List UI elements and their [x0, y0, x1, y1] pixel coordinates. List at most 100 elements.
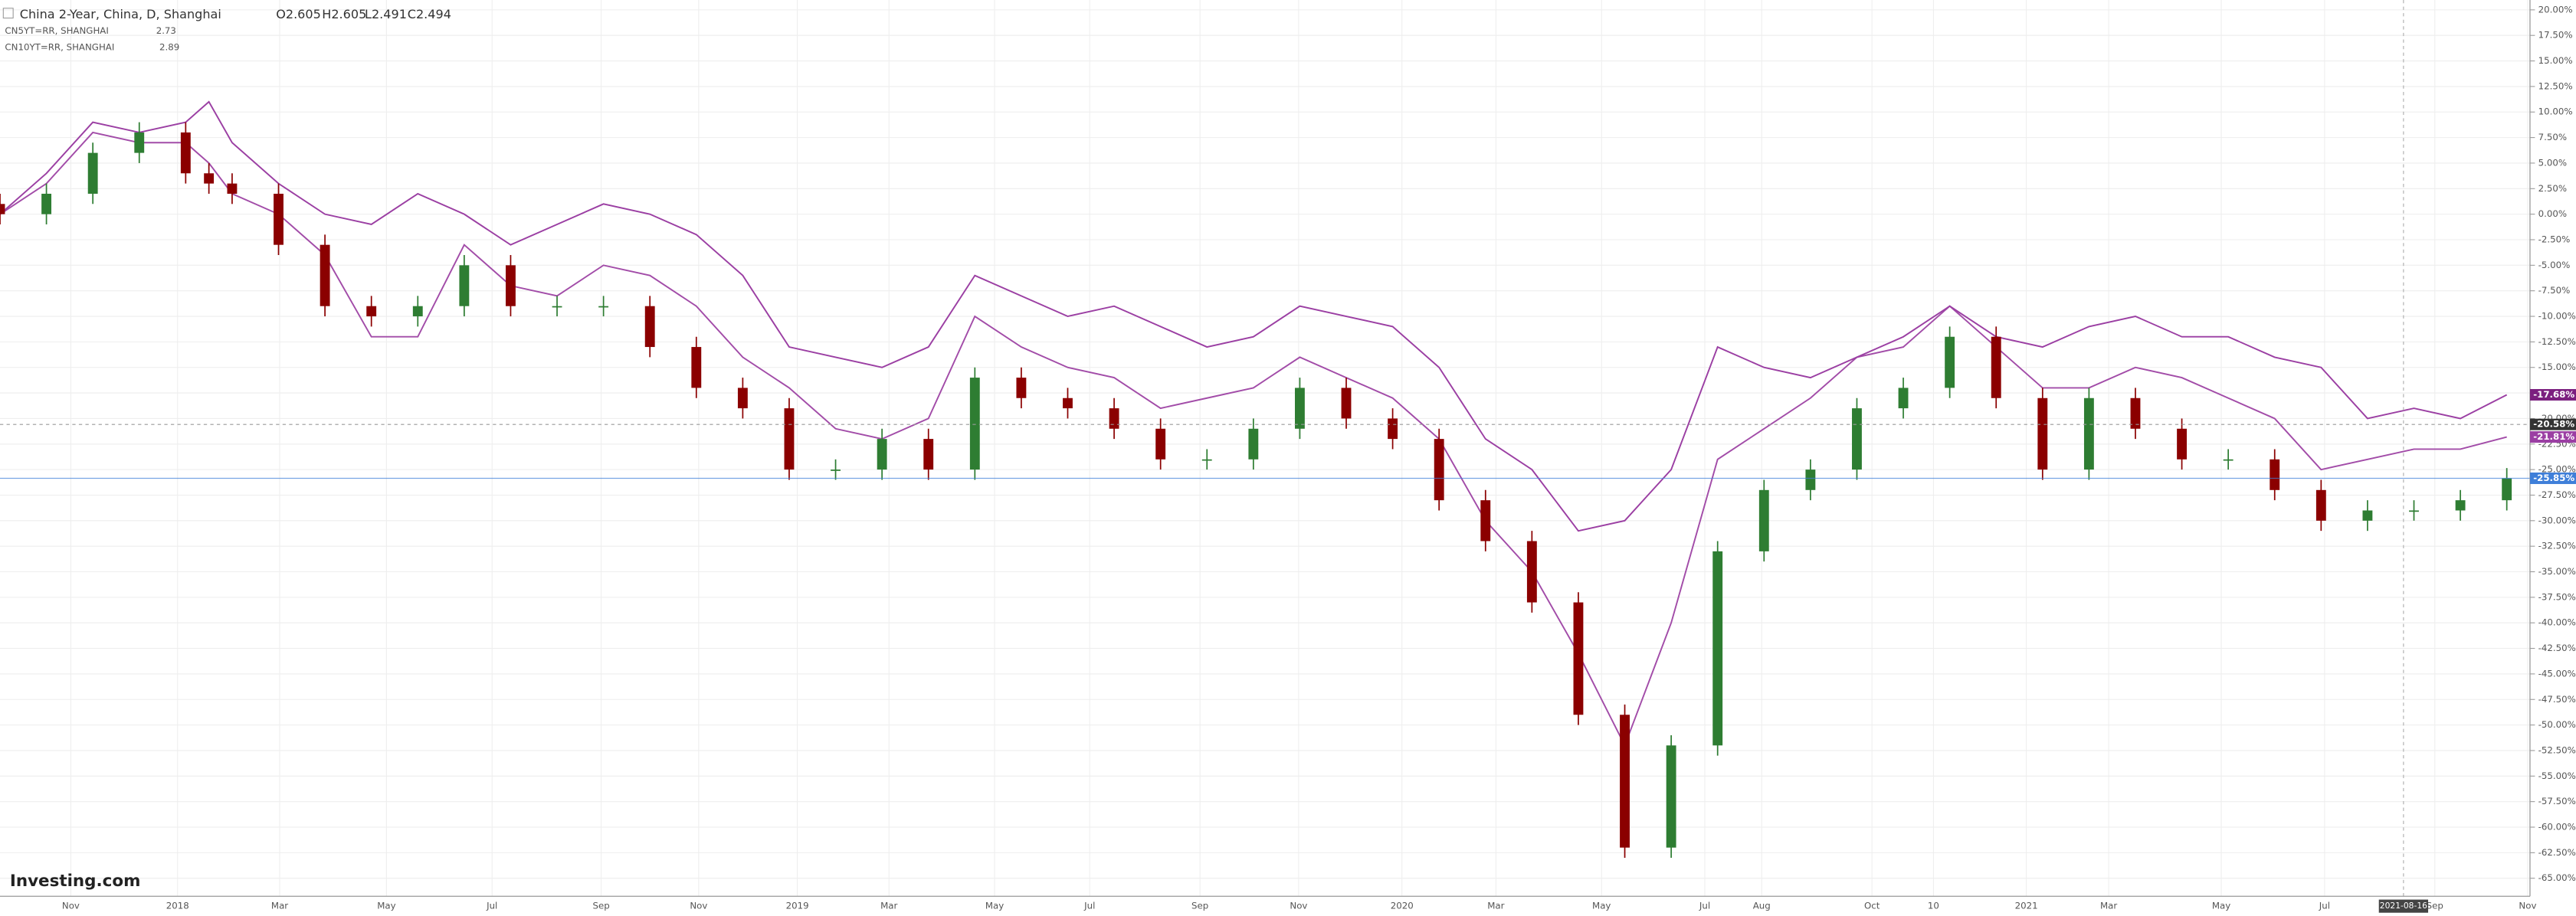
y-tick-label: 10.00% — [2538, 106, 2573, 117]
candle-body — [598, 306, 609, 308]
x-tick-label: Nov — [62, 901, 80, 911]
price-badge — [2529, 418, 2576, 430]
candle-body — [2083, 397, 2094, 470]
candle-body — [2223, 459, 2234, 461]
series-line — [0, 100, 2508, 532]
y-tick-label: -60.00% — [2538, 822, 2576, 833]
x-tick-label: 2020 — [1391, 901, 1414, 911]
y-tick-label: -50.00% — [2538, 719, 2576, 730]
y-tick-label: -47.50% — [2538, 694, 2576, 705]
x-tick-label: 2018 — [166, 901, 189, 911]
candle-body — [784, 408, 795, 470]
candle-body — [1573, 602, 1584, 715]
y-tick-label: 15.00% — [2538, 55, 2573, 66]
candle-body — [274, 193, 283, 245]
y-tick-label: -30.00% — [2538, 515, 2576, 525]
candle-body — [1898, 388, 1909, 409]
y-tick-label: -65.00% — [2538, 872, 2576, 883]
price-badge — [2529, 431, 2576, 443]
grid — [0, 0, 2530, 897]
candle-body — [1712, 551, 1723, 746]
candle-body — [412, 306, 423, 317]
legend-name: CN5YT=RR, SHANGHAI — [5, 25, 108, 36]
legend-value: 2.89 — [159, 42, 179, 53]
ohlc-value: C2.494 — [408, 7, 451, 21]
crosshair-badge — [2378, 899, 2429, 913]
candle-body — [1016, 378, 1027, 398]
candle-body — [134, 132, 145, 153]
y-tick-label: -27.50% — [2538, 489, 2576, 500]
ohlc-value: H2.605 — [322, 7, 366, 21]
price-badge — [2529, 388, 2576, 401]
x-tick-label: Aug — [1753, 901, 1771, 911]
y-tick-label: -32.50% — [2538, 541, 2576, 551]
x-tick-label: Mar — [271, 901, 288, 911]
y-tick-label: -35.00% — [2538, 566, 2576, 577]
y-tick-label: 2.50% — [2538, 183, 2567, 194]
candle-body — [1526, 541, 1537, 603]
x-tick-label: Jul — [1699, 901, 1710, 911]
x-tick-label: 2019 — [786, 901, 809, 911]
plot — [0, 0, 2530, 897]
collapse-icon[interactable] — [2, 8, 14, 19]
y-tick-label: 17.50% — [2538, 30, 2573, 41]
crosshair-label: 2021-08-16 — [2380, 901, 2427, 911]
x-tick-label: Mar — [2100, 901, 2117, 911]
candle-body — [1480, 500, 1491, 541]
x-tick-label: Sep — [592, 901, 609, 911]
candle-body — [1852, 408, 1862, 470]
candle-body — [1620, 715, 1630, 848]
y-tick-label: -40.00% — [2538, 617, 2576, 628]
logo: Investing.com — [10, 872, 141, 891]
x-tick-label: Sep — [1191, 901, 1208, 911]
x-tick-label: May — [985, 901, 1004, 911]
y-tick-label: -7.50% — [2538, 285, 2571, 296]
x-tick-label: Oct — [1864, 901, 1880, 911]
x-tick-label: Nov — [1290, 901, 1307, 911]
y-tick-label: 12.50% — [2538, 80, 2573, 91]
candle-body — [1155, 428, 1166, 460]
price-badge-label: -20.58% — [2533, 419, 2574, 430]
price-badge — [2529, 472, 2576, 484]
candle-body — [1248, 428, 1259, 460]
x-tick-label: Mar — [1487, 901, 1504, 911]
candle-body — [2455, 500, 2466, 511]
candle-body — [0, 204, 5, 214]
y-tick-label: -62.50% — [2538, 847, 2576, 858]
y-tick-label: -5.00% — [2538, 260, 2571, 270]
candle-body — [1758, 489, 1769, 551]
candle-body — [2130, 397, 2141, 429]
y-tick-label: -25.00% — [2538, 464, 2576, 475]
candle-body — [2315, 489, 2326, 521]
y-tick-label: -37.50% — [2538, 591, 2576, 602]
candle-body — [459, 265, 470, 306]
y-tick-label: -2.50% — [2538, 234, 2571, 244]
candle-body — [2177, 428, 2187, 460]
y-tick-label: 7.50% — [2538, 132, 2567, 142]
candle-body — [1063, 397, 1073, 409]
x-tick-label: Nov — [2519, 901, 2536, 911]
legend-value: 2.73 — [156, 25, 176, 36]
candle-body — [1666, 745, 1676, 848]
candle-body — [1945, 336, 1955, 388]
x-tick-label: Jul — [2319, 901, 2330, 911]
legend-name: CN10YT=RR, SHANGHAI — [5, 42, 114, 53]
candle-body — [180, 132, 191, 174]
candle-body — [969, 378, 980, 470]
candle-body — [204, 173, 215, 184]
y-tick-label: -15.00% — [2538, 361, 2576, 372]
y-tick-label: -42.50% — [2538, 643, 2576, 653]
candle-body — [41, 193, 52, 214]
candle-body — [923, 439, 934, 470]
x-tick-label: Sep — [2427, 901, 2443, 911]
x-tick-label: May — [1592, 901, 1611, 911]
series-line — [0, 131, 2507, 748]
candle-body — [552, 306, 562, 308]
x-tick-label: 10 — [1928, 901, 1939, 911]
candle-body — [2037, 397, 2048, 470]
x-tick-label: 2021 — [2015, 901, 2038, 911]
candle-body — [737, 388, 748, 409]
